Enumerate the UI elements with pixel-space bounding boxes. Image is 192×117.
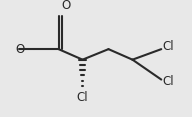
Text: O: O [61, 0, 70, 12]
Text: O: O [15, 43, 24, 56]
Text: Cl: Cl [163, 75, 175, 88]
Text: Cl: Cl [163, 40, 175, 53]
Text: Cl: Cl [77, 91, 88, 104]
